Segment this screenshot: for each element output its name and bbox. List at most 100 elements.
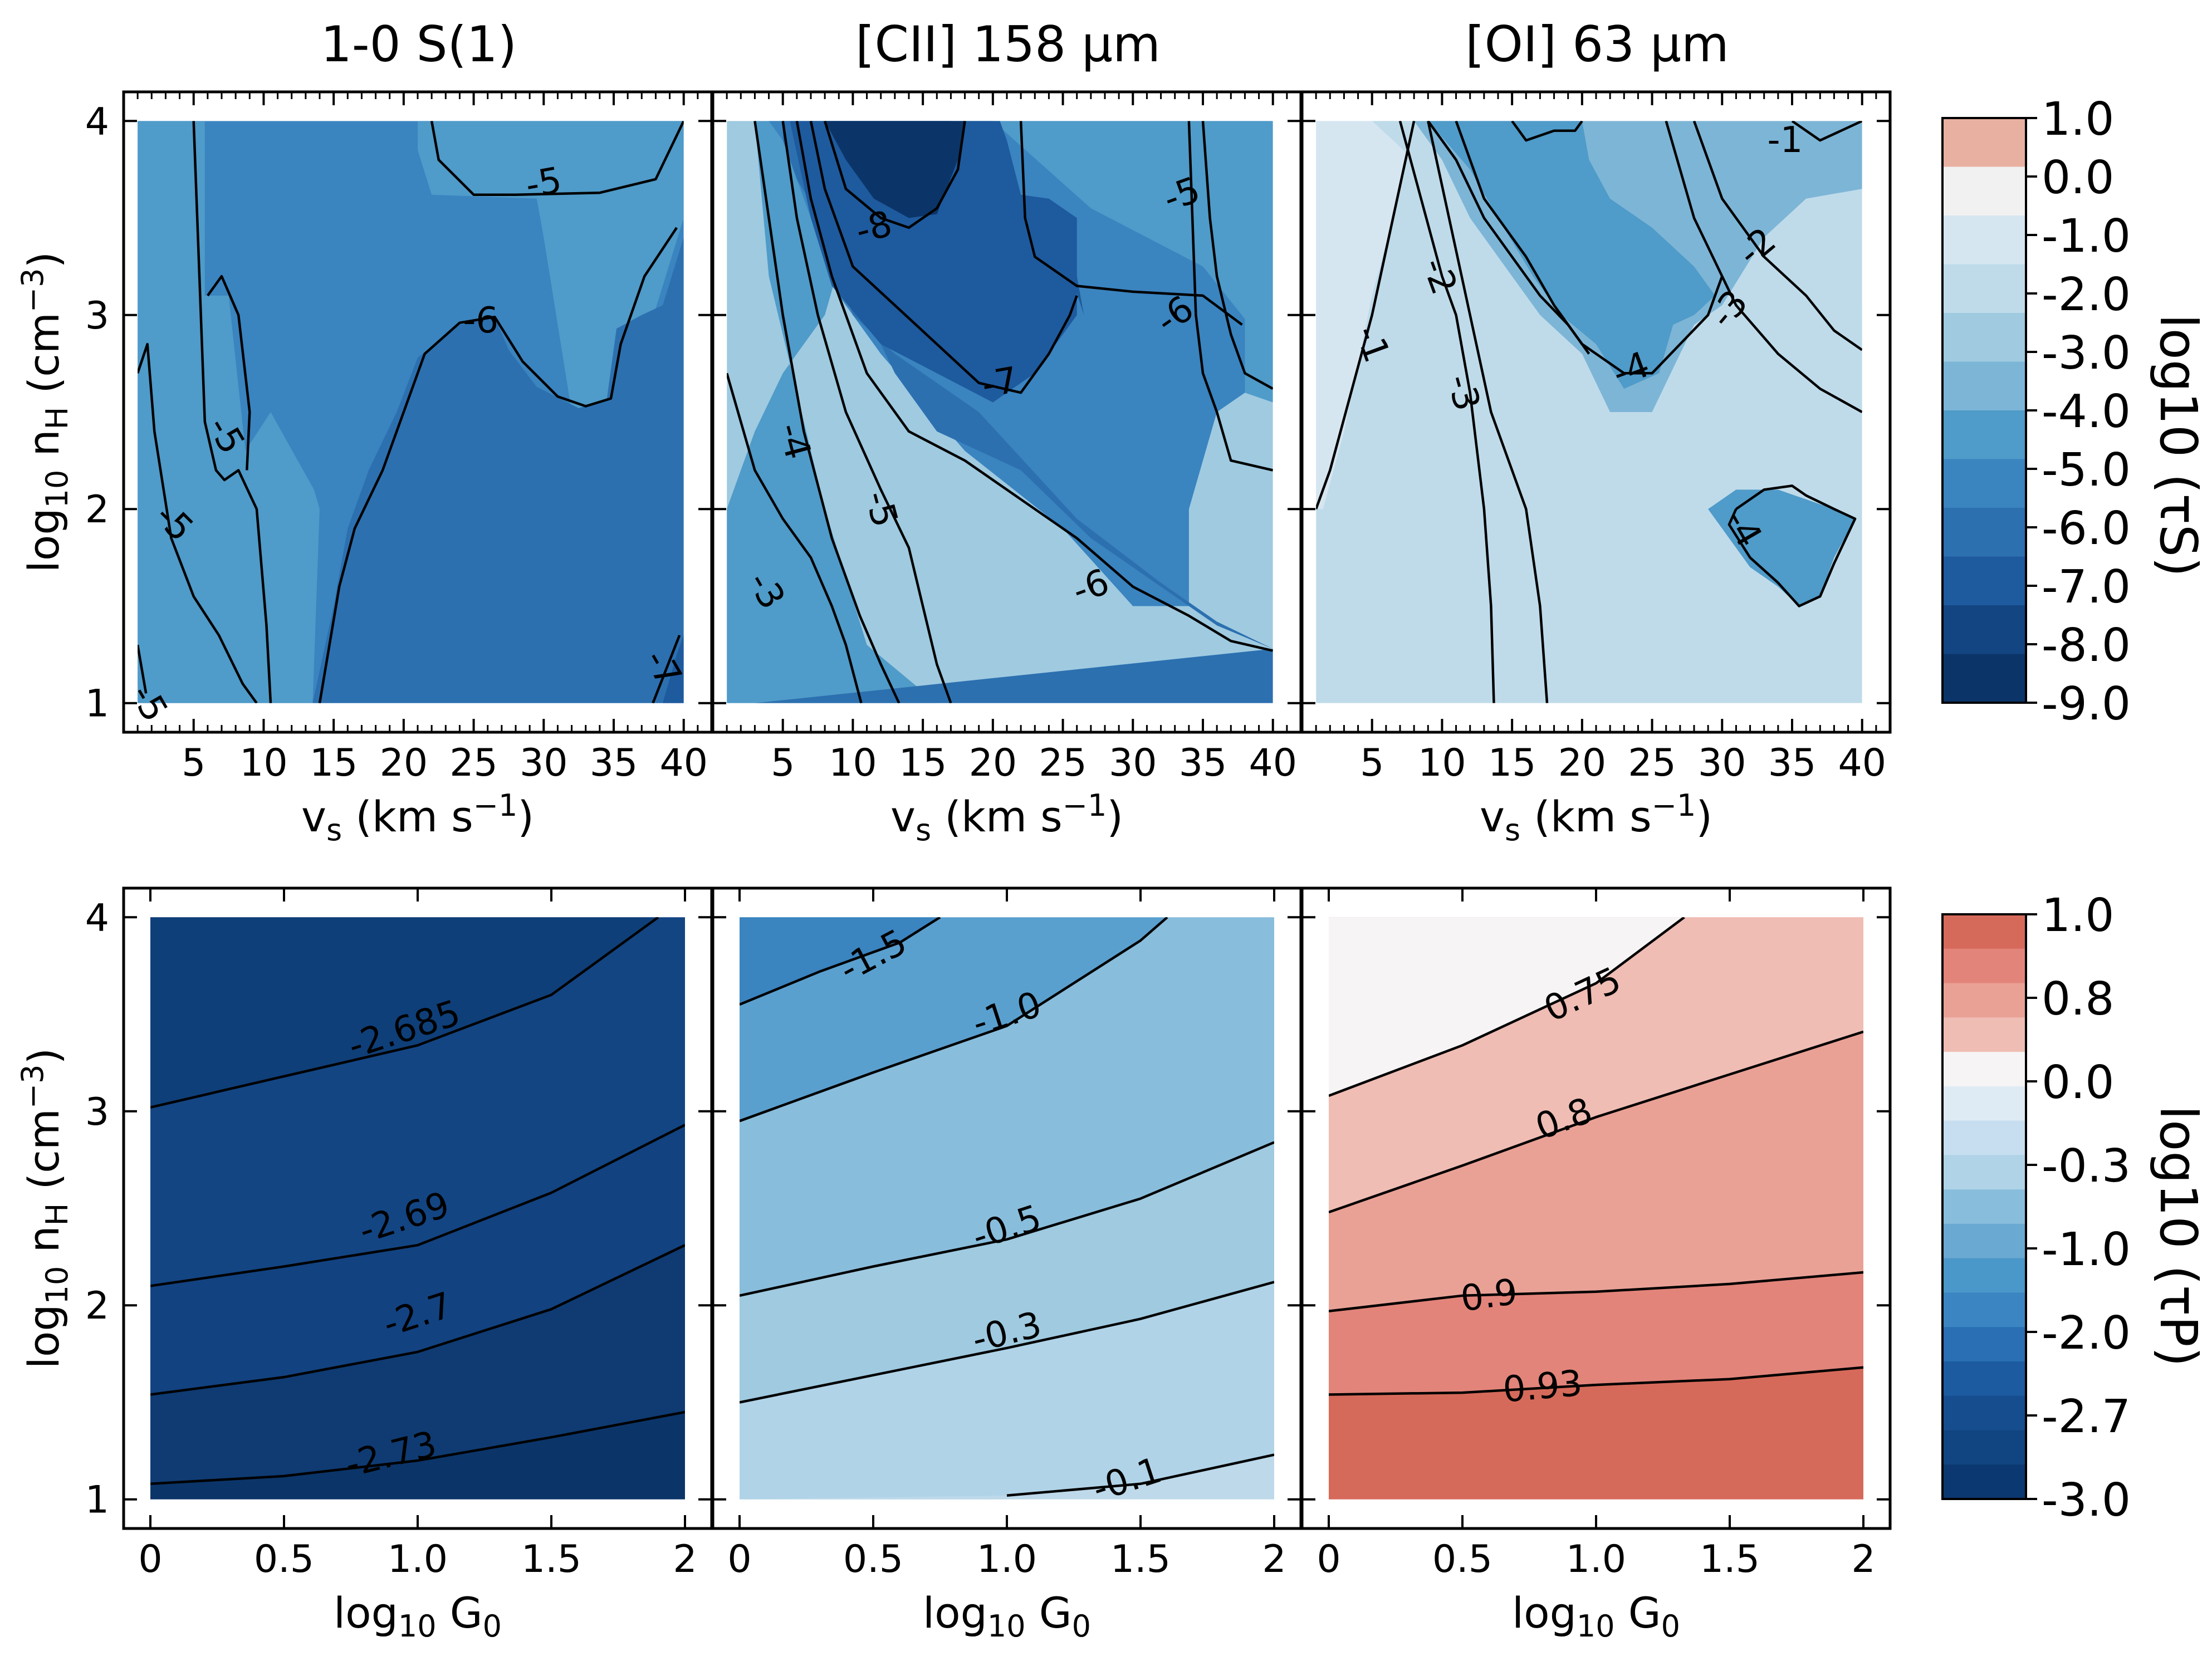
contour-label: 0.9 (1458, 1271, 1520, 1320)
x-tick-label: 0.5 (254, 1537, 314, 1581)
colorbar-segment (1942, 983, 2026, 1018)
colorbar-segment (1942, 1052, 2026, 1086)
contour-label: 0.93 (1501, 1363, 1584, 1411)
x-tick-label: 25 (449, 741, 498, 785)
colorbar-segment (1942, 1396, 2026, 1430)
x-tick-label: 30 (1698, 741, 1746, 785)
y-tick-label: 2 (85, 1284, 109, 1328)
x-tick-label: 25 (1628, 741, 1676, 785)
svg-text:log10 (τS): log10 (τS) (2149, 314, 2208, 577)
colorbar-segment (1942, 362, 2026, 411)
x-tick-label: 40 (1249, 741, 1297, 785)
x-axis-label: log10 G0 (334, 1588, 502, 1644)
colorbar-segment (1942, 1224, 2026, 1258)
colorbar-tick-label: 1.0 (2042, 93, 2114, 146)
title-h2-s1: 1-0 S(1) (321, 16, 517, 73)
colorbar-segment (1942, 1292, 2026, 1327)
x-tick-label: 2 (673, 1537, 697, 1581)
colorbar-segment (1942, 1327, 2026, 1361)
x-tick-label: 20 (380, 741, 428, 785)
colorbar-tick-label: -1.0 (2042, 1223, 2131, 1276)
x-tick-label: 30 (1109, 741, 1157, 785)
x-axis-label: log10 G0 (923, 1588, 1091, 1644)
x-tick-label: 15 (1488, 741, 1536, 785)
y-tick-label: 4 (85, 896, 109, 940)
panel-bottom-h2-s1: -2.685-2.69-2.7-2.730 0.5 1.0 1.5 21234log10… (15, 888, 712, 1644)
x-tick-label: 10 (829, 741, 877, 785)
colorbar-segment (1942, 1464, 2026, 1499)
contour-fill-regions (138, 121, 684, 703)
y-tick-label: 2 (85, 488, 109, 532)
x-axis-label: vs (km s−1) (1480, 788, 1712, 847)
colorbar-tick-label: -3.0 (2042, 1474, 2131, 1527)
colorbar-segment (1942, 410, 2026, 459)
x-tick-label: 35 (1768, 741, 1817, 785)
x-tick-label: 35 (590, 741, 638, 785)
contour-label: -1 (1768, 120, 1803, 161)
colorbar-tick-label: -7.0 (2042, 561, 2131, 614)
x-tick-label: 30 (520, 741, 568, 785)
colorbar-tau-p-label: log10 (τP) (2149, 1105, 2208, 1366)
colorbar-tau-p: 1.0 0.8 0.0 -0.3 -1.0 -2.0 -2.7 -3.0 (1942, 889, 2131, 1527)
figure-canvas: 1-0 S(1) [CII] 158 μm [OI] 63 μm -5-5-5-… (0, 0, 2212, 1661)
panel-bottom-cii: -1.5-1.0-0.5-0.3-0.10 0.5 1.0 1.5 2log10 G0 (713, 888, 1301, 1644)
colorbar-tick-label: -2.7 (2042, 1390, 2131, 1443)
colorbar-tick-label: -5.0 (2042, 444, 2131, 497)
y-tick-label: 1 (85, 1478, 109, 1522)
x-tick-label: 15 (899, 741, 947, 785)
colorbar-segment (1942, 914, 2026, 949)
colorbar-segment (1942, 167, 2026, 216)
y-tick-label: 3 (85, 1090, 109, 1134)
colorbar-segment (1942, 264, 2026, 313)
y-axis-label: log10 nH (cm−3) (15, 1048, 75, 1369)
title-cii: [CII] 158 μm (855, 16, 1161, 73)
panel-bottom-oi: 0.750.80.90.930 0.5 1.0 1.5 2log10 G0 (1302, 888, 1890, 1644)
colorbar-segment (1942, 1430, 2026, 1464)
x-tick-label: 1.0 (1566, 1537, 1626, 1581)
colorbar-segment (1942, 459, 2026, 508)
x-tick-label: 1.5 (1700, 1537, 1760, 1581)
contour-label: -5 (522, 160, 565, 207)
colorbar-tick-label: 0.0 (2042, 1056, 2114, 1109)
x-tick-label: 1.0 (388, 1537, 448, 1581)
colorbar-segment (1942, 1258, 2026, 1293)
colorbar-tau-s-label: log10 (τS) (2149, 314, 2208, 577)
colorbar-tick-label: -2.0 (2042, 1307, 2131, 1360)
y-tick-label: 4 (85, 100, 109, 144)
contour-fill-regions (1316, 121, 1862, 703)
x-tick-label: 40 (1838, 741, 1886, 785)
x-tick-label: 1.5 (1110, 1537, 1171, 1581)
colorbar-tick-label: -6.0 (2042, 502, 2131, 555)
x-tick-label: 15 (310, 741, 358, 785)
colorbar-segment (1942, 605, 2026, 654)
colorbar-segment (1942, 1086, 2026, 1121)
x-tick-label: 5 (771, 741, 795, 785)
x-axis-label: log10 G0 (1512, 1588, 1680, 1644)
colorbar-tick-label: 0.0 (2042, 151, 2114, 204)
svg-text:log10 (τP): log10 (τP) (2149, 1105, 2208, 1366)
x-tick-label: 0 (138, 1537, 162, 1581)
colorbar-segment (1942, 1155, 2026, 1189)
colorbar-segment (1942, 1189, 2026, 1224)
x-tick-label: 5 (182, 741, 205, 785)
x-tick-label: 10 (239, 741, 288, 785)
x-tick-label: 1.5 (521, 1537, 581, 1581)
colorbar-tick-label: -8.0 (2042, 619, 2131, 672)
x-tick-label: 2 (1262, 1537, 1286, 1581)
x-tick-label: 25 (1039, 741, 1087, 785)
x-tick-label: 0 (727, 1537, 751, 1581)
colorbar-segment (1942, 313, 2026, 362)
x-tick-label: 0 (1317, 1537, 1340, 1581)
colorbar-tick-label: -1.0 (2042, 210, 2131, 263)
colorbar-segment (1942, 1361, 2026, 1396)
colorbar-tick-label: -0.3 (2042, 1140, 2131, 1193)
x-tick-label: 0.5 (1432, 1537, 1492, 1581)
title-oi: [OI] 63 μm (1465, 16, 1729, 73)
colorbar-segment (1942, 1017, 2026, 1052)
colorbar-tick-label: 0.8 (2042, 973, 2114, 1026)
colorbar-segment (1942, 654, 2026, 703)
colorbar-tau-s: 1.00.0 -1.0-2.0 -3.0-4.0 -5.0-6.0 -7.0-8.0 -9… (1942, 93, 2131, 731)
contour-label: -6 (463, 300, 498, 341)
